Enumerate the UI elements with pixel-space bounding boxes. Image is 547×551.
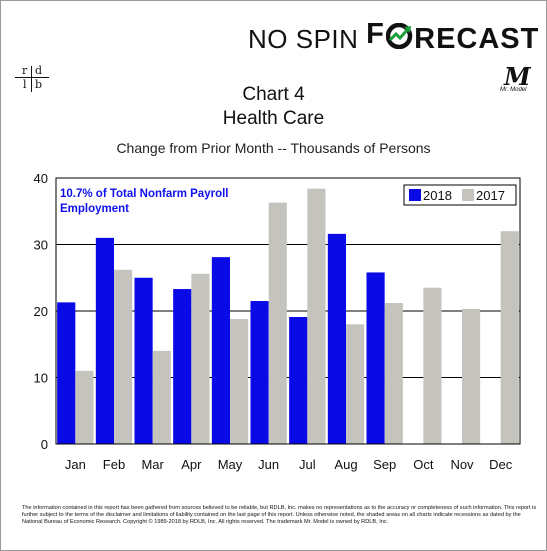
x-tick-label: Sep bbox=[373, 457, 396, 472]
y-tick-label: 0 bbox=[41, 437, 48, 452]
brand-text-recast: RECAST bbox=[414, 23, 540, 55]
chart-title: Chart 4 bbox=[242, 84, 305, 105]
rdlb-logo-vline bbox=[31, 66, 32, 92]
bar-2018 bbox=[211, 257, 230, 444]
rdlb-logo: r d l b bbox=[15, 64, 49, 94]
bar-2017 bbox=[114, 269, 133, 444]
brand-fo-mark: F bbox=[366, 18, 414, 50]
rdlb-letter-b: b bbox=[35, 78, 43, 91]
x-tick-label: May bbox=[218, 457, 243, 472]
x-tick-label: Aug bbox=[334, 457, 357, 472]
legend-swatch-2018 bbox=[409, 189, 421, 201]
bar-2017 bbox=[307, 188, 326, 444]
x-tick-label: Jun bbox=[258, 457, 279, 472]
x-tick-label: Jan bbox=[65, 457, 86, 472]
legend-label-2017: 2017 bbox=[476, 188, 505, 203]
x-tick-label: Feb bbox=[103, 457, 125, 472]
rdlb-letter-l: l bbox=[23, 78, 27, 91]
x-tick-label: Dec bbox=[489, 457, 513, 472]
bar-2017 bbox=[462, 309, 481, 444]
y-tick-label: 20 bbox=[34, 304, 48, 319]
x-tick-label: Apr bbox=[181, 457, 202, 472]
bar-2017 bbox=[152, 350, 171, 444]
rdlb-letter-r: r bbox=[22, 64, 28, 77]
forecast-o-arrow-icon bbox=[386, 23, 413, 49]
brand-text-no-spin: NO SPIN bbox=[248, 24, 367, 54]
bar-2018 bbox=[57, 302, 76, 444]
mr-model-letter: M bbox=[504, 62, 531, 91]
bar-2017 bbox=[346, 324, 365, 444]
disclaimer-footnote: The information contained in this report… bbox=[22, 505, 537, 526]
bar-2018 bbox=[250, 301, 269, 444]
bar-2017 bbox=[423, 287, 442, 444]
mr-model-logo: M Mr. Model bbox=[498, 62, 532, 96]
x-tick-label: Mar bbox=[141, 457, 164, 472]
legend-box bbox=[403, 184, 517, 206]
bar-2017 bbox=[500, 231, 519, 444]
bar-2018 bbox=[366, 272, 385, 444]
bar-2018 bbox=[173, 289, 192, 444]
legend-label-2018: 2018 bbox=[423, 188, 452, 203]
bar-2018 bbox=[95, 237, 114, 444]
y-tick-label: 30 bbox=[34, 238, 48, 253]
chart-caption: Change from Prior Month -- Thousands of … bbox=[116, 140, 431, 156]
mr-model-tagline: Mr. Model bbox=[500, 87, 527, 93]
x-tick-label: Jul bbox=[299, 457, 316, 472]
brand-letter-f: F bbox=[366, 18, 384, 50]
bar-2017 bbox=[191, 273, 210, 444]
y-tick-label: 40 bbox=[34, 171, 48, 186]
x-tick-label: Oct bbox=[413, 457, 434, 472]
rdlb-letter-d: d bbox=[35, 64, 43, 77]
rdlb-logo-hline bbox=[15, 77, 49, 78]
y-tick-label: 10 bbox=[34, 371, 48, 386]
bar-2017 bbox=[75, 370, 94, 444]
legend-swatch-2017 bbox=[462, 189, 474, 201]
chart-annotation: 10.7% of Total Nonfarm Payroll Employmen… bbox=[60, 188, 229, 215]
bar-2018 bbox=[134, 277, 153, 444]
brand-title: NO SPIN F RECAST bbox=[248, 18, 540, 56]
bar-2017 bbox=[230, 318, 249, 444]
bar-2017 bbox=[268, 202, 287, 444]
plot-area-border bbox=[55, 177, 521, 445]
bar-2017 bbox=[384, 303, 403, 444]
bar-2018 bbox=[327, 233, 346, 444]
x-tick-label: Nov bbox=[450, 457, 474, 472]
chart-subtitle: Health Care bbox=[222, 108, 325, 129]
bar-2018 bbox=[289, 316, 308, 444]
